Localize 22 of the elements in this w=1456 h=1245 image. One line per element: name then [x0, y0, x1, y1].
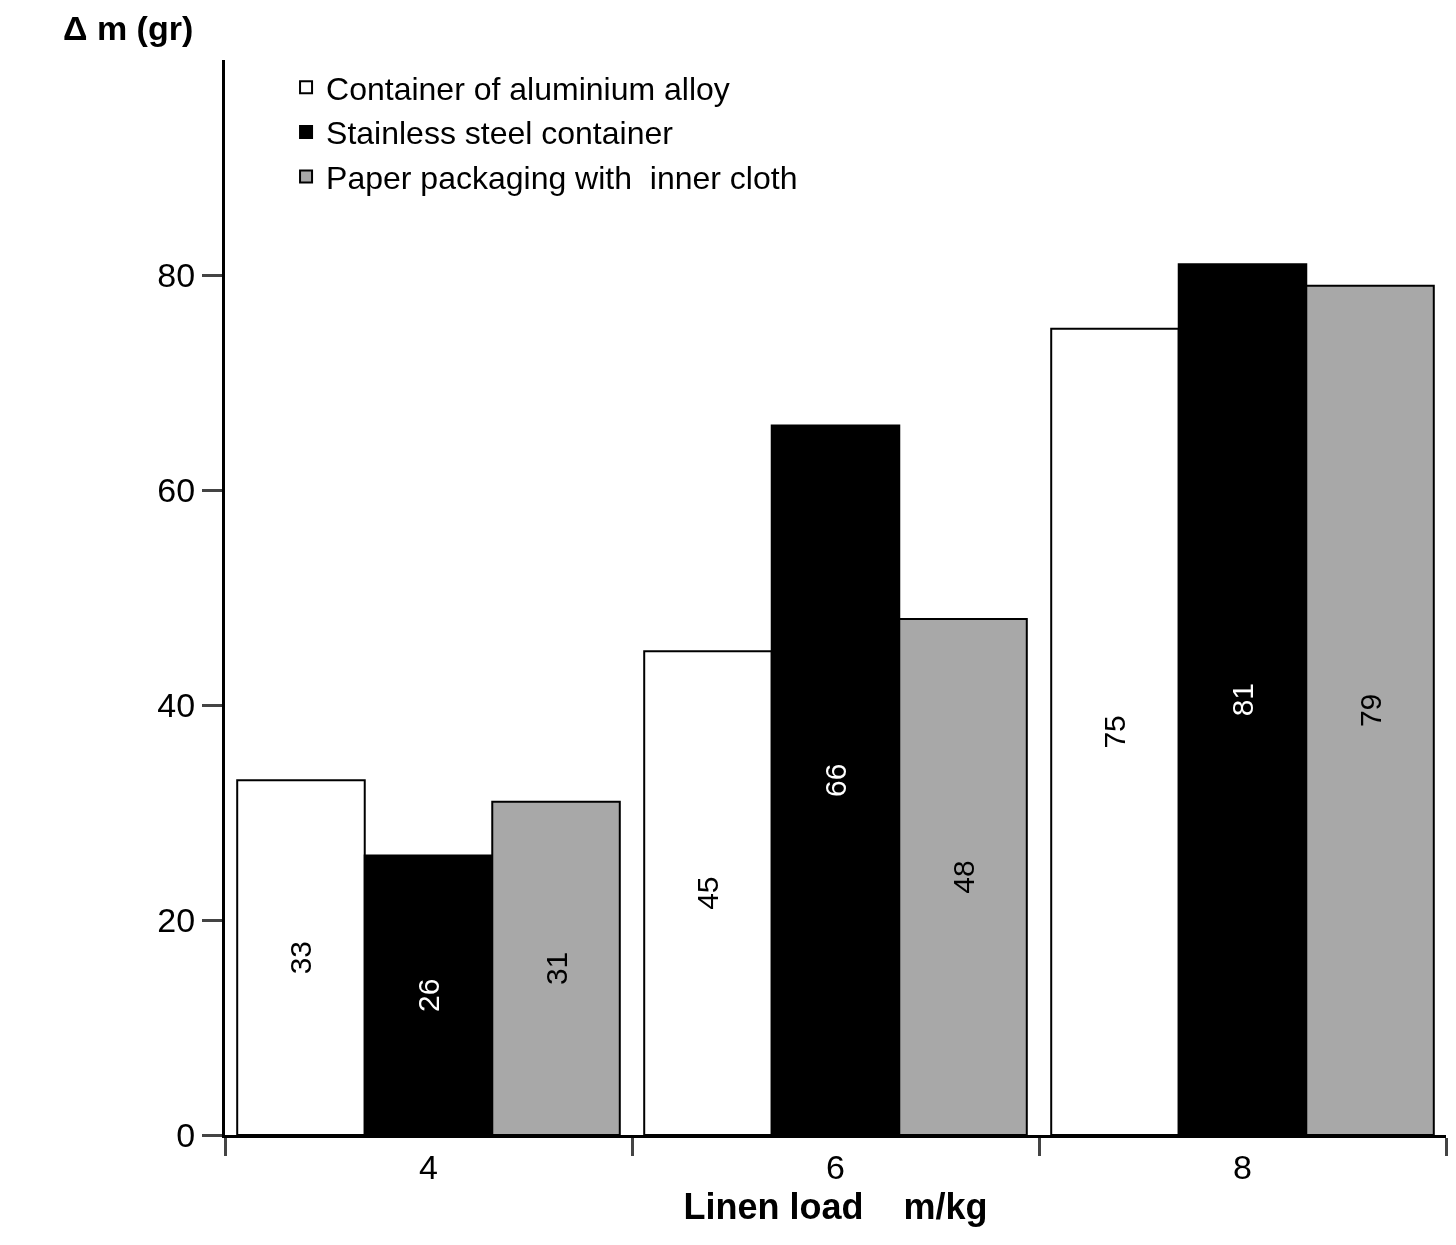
y-tick-label: 0	[176, 1115, 196, 1154]
y-tick-label: 40	[157, 685, 196, 724]
x-axis-title: Linen load m/kg	[683, 1185, 988, 1227]
data-label: 26	[412, 978, 445, 1012]
data-label: 79	[1353, 693, 1387, 728]
y-tick-label: 20	[157, 900, 196, 939]
x-tick-label: 4	[419, 1147, 438, 1186]
data-label: 75	[1098, 715, 1132, 749]
data-label: 45	[691, 876, 725, 910]
data-label: 66	[819, 763, 852, 797]
x-tick-label: 6	[826, 1147, 845, 1186]
legend-label: Stainless steel container	[326, 115, 674, 152]
data-label: 31	[539, 951, 573, 986]
legend-label: Container of aluminium alloy	[326, 70, 730, 107]
data-label: 81	[1226, 682, 1259, 717]
data-label: 33	[284, 940, 318, 975]
legend-label: Paper packaging with inner cloth	[326, 159, 798, 196]
y-tick-label: 80	[157, 255, 196, 294]
y-tick-label: 60	[157, 470, 196, 509]
x-tick-label: 8	[1233, 1147, 1252, 1186]
y-axis-title: Δ m (gr)	[63, 9, 194, 47]
data-label: 48	[946, 860, 980, 894]
